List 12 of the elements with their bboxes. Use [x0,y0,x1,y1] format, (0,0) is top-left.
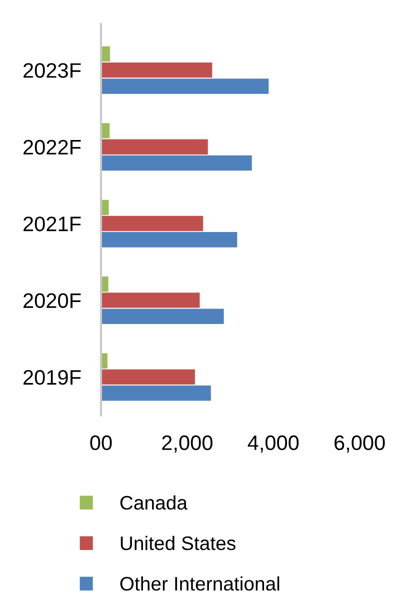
x-tick-label: 2,000 [162,435,212,453]
x-tick-label: 4,000 [248,435,299,453]
legend-label: United States [120,536,236,550]
y-tick-label: 2020F [24,293,81,308]
y-tick-label: 2022F [24,140,81,155]
y-tick-label: 2021F [24,216,81,232]
legend-label: Other International [120,576,280,591]
x-tick-label: 00 [90,435,112,450]
legend-label: Canada [120,495,188,510]
y-tick-label: 2019F [24,370,81,385]
x-tick-label: 6,000 [334,435,385,453]
y-tick-label: 2023F [24,63,81,78]
